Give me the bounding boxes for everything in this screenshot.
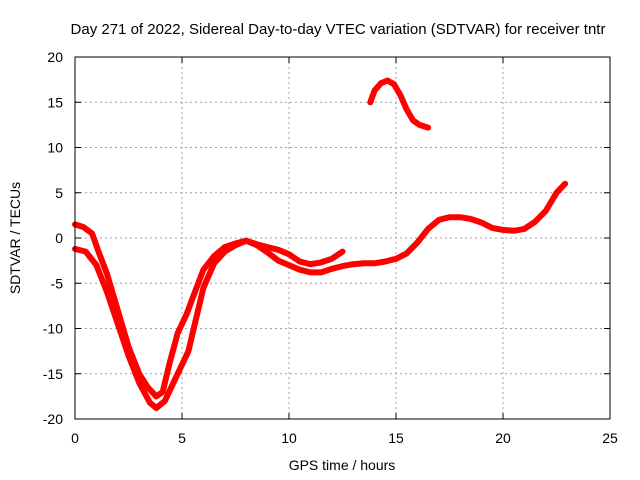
y-tick-label: 0 xyxy=(55,230,63,246)
y-tick-label: 10 xyxy=(47,140,63,156)
axes-ticks: 0 5 10 15 20 25 -20 -15 -10 -5 0 5 10 15 20 xyxy=(43,49,618,446)
x-tick-label: 25 xyxy=(602,430,618,446)
series-line-main-upper xyxy=(72,221,346,400)
y-tick-label: 20 xyxy=(47,49,63,65)
y-tick-label: -5 xyxy=(51,275,64,291)
y-axis-label: SDTVAR / TECUs xyxy=(7,182,23,294)
chart-title: Day 271 of 2022, Sidereal Day-to-day VTE… xyxy=(71,21,606,38)
y-tick-label: 15 xyxy=(47,94,63,110)
y-tick-label: -20 xyxy=(43,411,63,427)
x-axis-label: GPS time / hours xyxy=(289,457,396,473)
x-tick-label: 20 xyxy=(495,430,511,446)
plot-area xyxy=(72,77,569,412)
x-tick-label: 10 xyxy=(281,430,297,446)
y-tick-label: 5 xyxy=(55,185,63,201)
grid xyxy=(75,57,610,419)
series-line-main-lower xyxy=(72,180,569,412)
y-tick-label: -10 xyxy=(43,321,63,337)
x-tick-label: 5 xyxy=(178,430,186,446)
y-tick-label: -15 xyxy=(43,366,63,382)
series-line-upper-arc xyxy=(367,77,432,131)
x-tick-label: 15 xyxy=(388,430,404,446)
x-tick-label: 0 xyxy=(71,430,79,446)
